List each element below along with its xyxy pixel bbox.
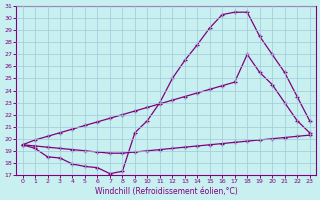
X-axis label: Windchill (Refroidissement éolien,°C): Windchill (Refroidissement éolien,°C) <box>95 187 237 196</box>
